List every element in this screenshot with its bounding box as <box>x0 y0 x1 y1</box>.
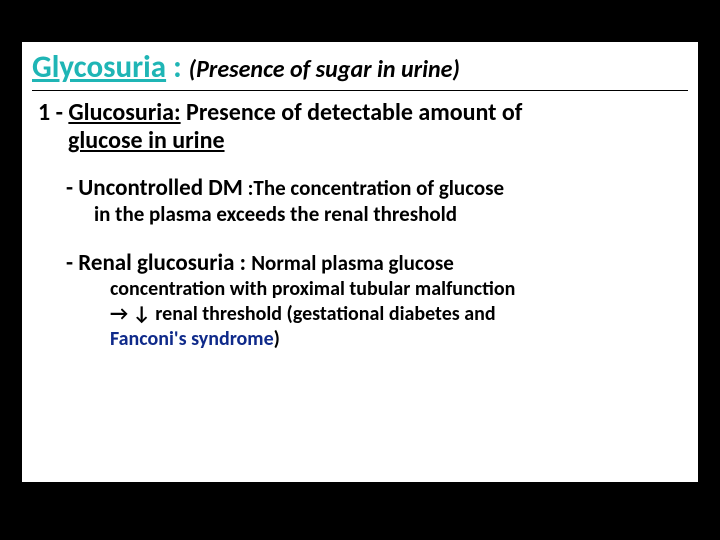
sub-body-line2: → ↓ renal threshold (gestational diabete… <box>66 302 682 327</box>
sub-term: Uncontrolled DM <box>78 174 243 202</box>
paren-close: ) <box>274 327 280 351</box>
sub-body-line1: concentration with proximal tubular malf… <box>66 277 682 302</box>
sub-dash: - <box>66 174 78 202</box>
item-term: Glucosuria: <box>68 98 180 127</box>
slide-title: Glycosuria : (Presence of sugar in urine… <box>32 48 688 86</box>
sub-uncontrolled-dm: - Uncontrolled DM :The concentration of … <box>38 174 682 227</box>
title-term: Glycosuria <box>32 48 166 86</box>
definition-glucosuria: 1 - Glucosuria: Presence of detectable a… <box>38 99 682 156</box>
sub-renal-glucosuria: - Renal glucosuria : Normal plasma gluco… <box>38 249 682 352</box>
title-colon: : <box>166 48 189 86</box>
gestational-text: gestational diabetes and <box>293 302 496 326</box>
arrow-text: → ↓ renal threshold <box>110 302 287 326</box>
item-number: 1 - <box>38 98 68 127</box>
slide-body: 1 - Glucosuria: Presence of detectable a… <box>32 99 688 352</box>
fanconi-text: Fanconi's syndrome <box>110 327 274 351</box>
sub-body: in the plasma exceeds the renal threshol… <box>66 202 682 227</box>
sub-term: Renal glucosuria <box>78 249 234 277</box>
divider <box>32 90 688 91</box>
sub-colon: : <box>234 249 251 277</box>
sub-body-line3: Fanconi's syndrome) <box>66 327 682 352</box>
sub-desc: Normal plasma glucose <box>251 250 454 276</box>
item-line2: glucose in urine <box>38 127 682 155</box>
slide: Glycosuria : (Presence of sugar in urine… <box>22 42 698 482</box>
sub-dash: - <box>66 249 78 277</box>
title-subtitle: (Presence of sugar in urine) <box>189 55 460 84</box>
sub-colon: : <box>243 175 254 201</box>
item-rest: Presence of detectable amount of <box>181 98 523 127</box>
sub-desc: The concentration of glucose <box>253 175 504 201</box>
